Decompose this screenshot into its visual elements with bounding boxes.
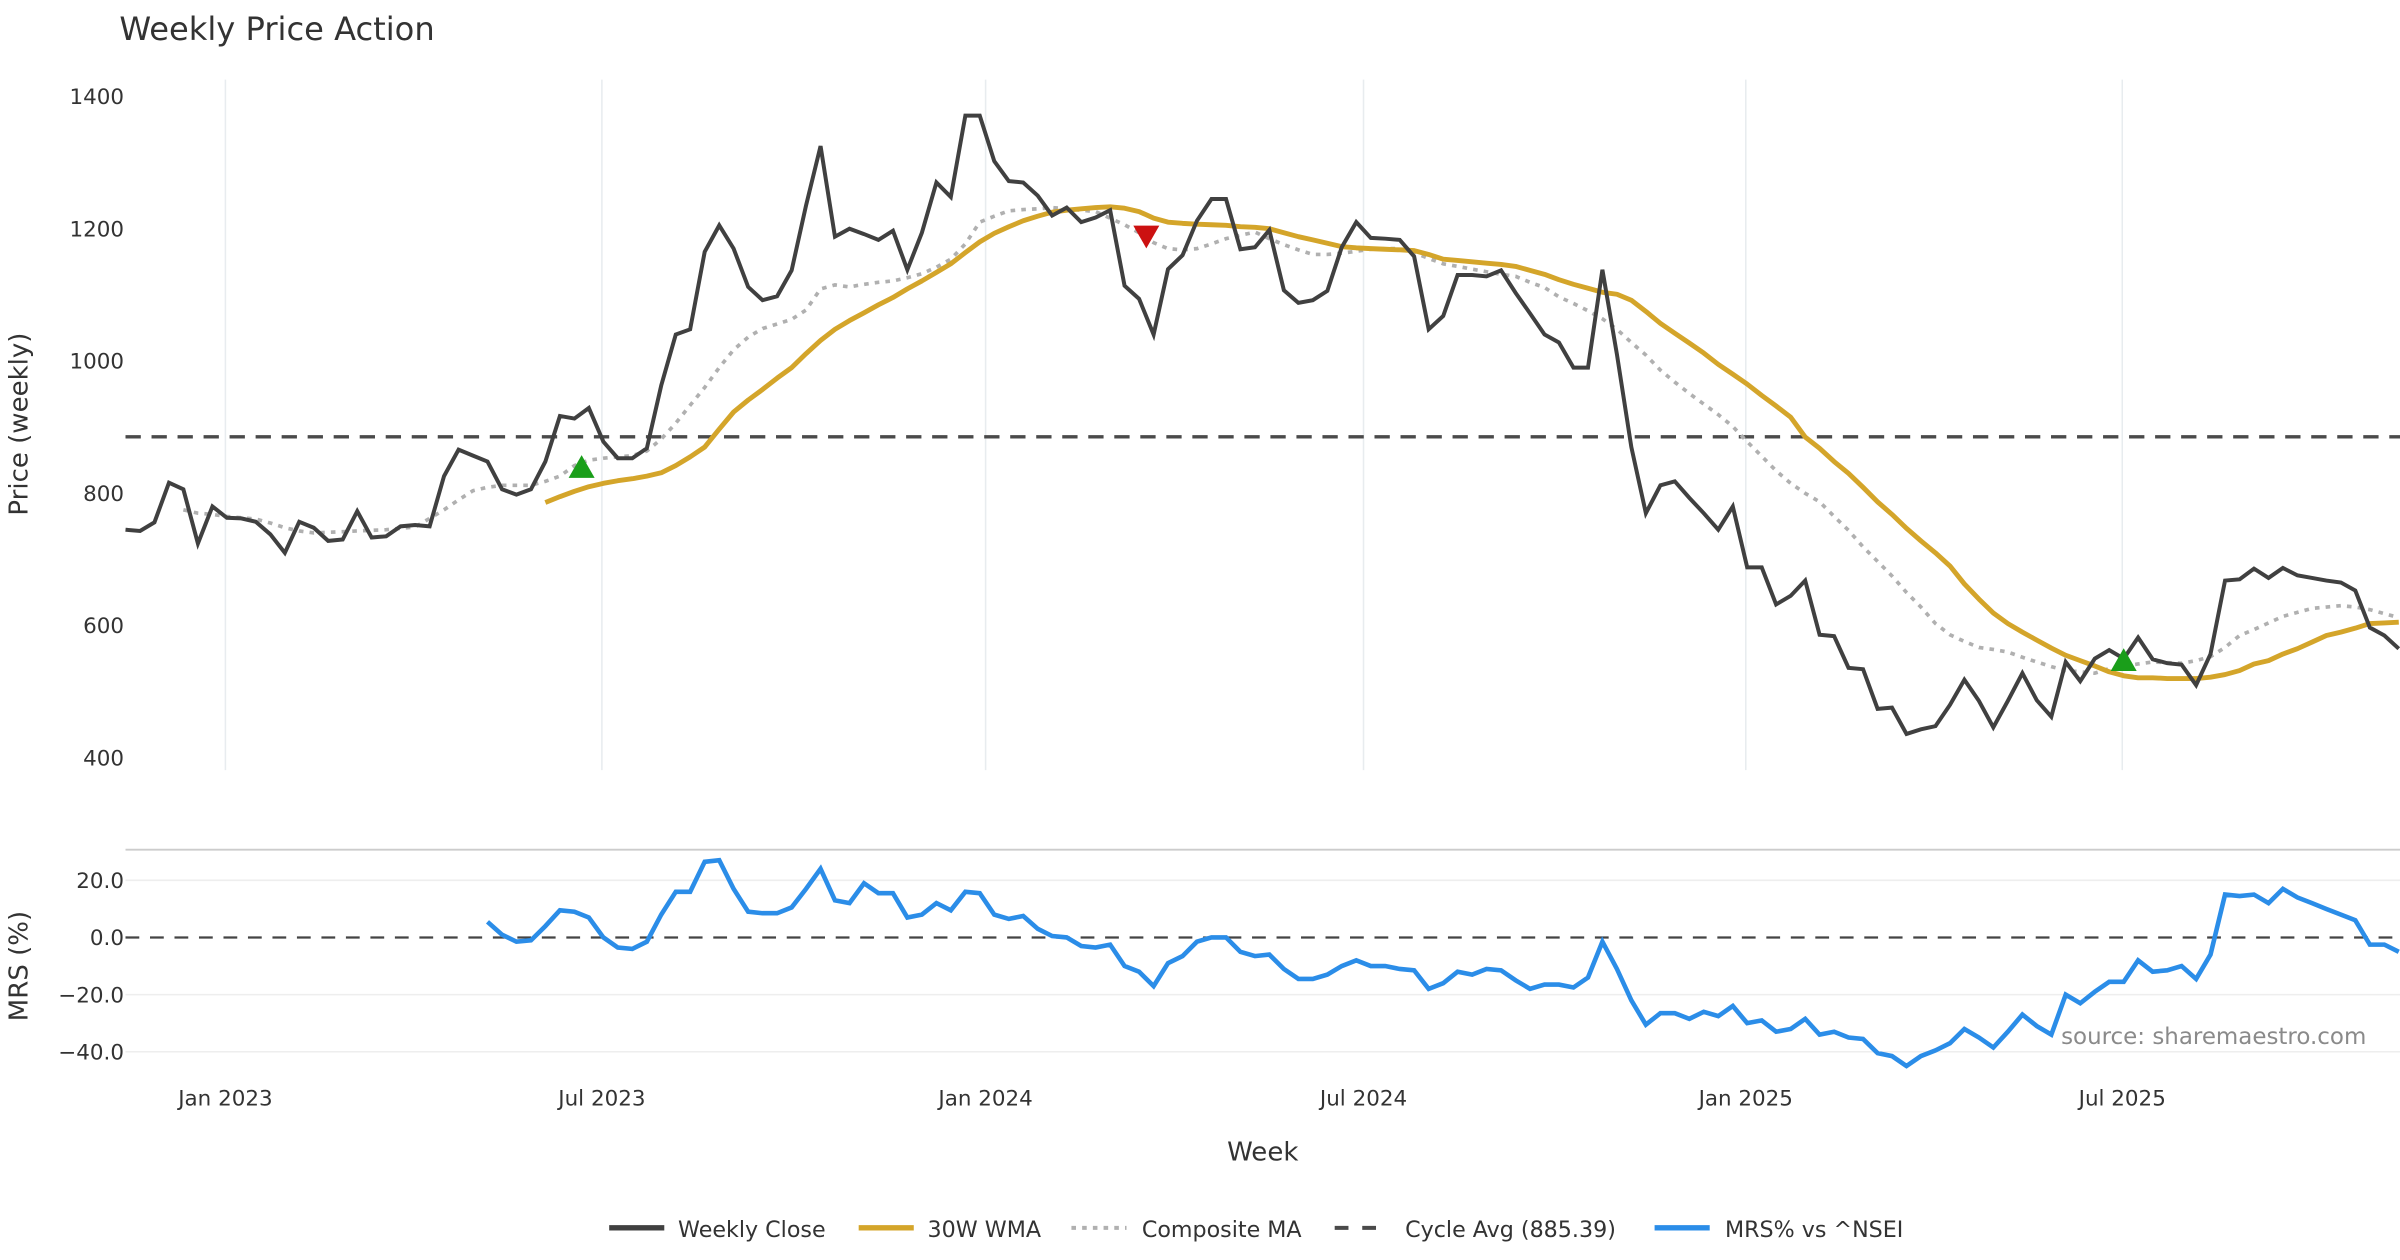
legend-item-composite-ma[interactable]: Composite MA (1071, 1217, 1302, 1243)
y-tick-label: 1200 (69, 217, 124, 242)
mrs-line (485, 857, 2400, 1069)
mrs-y-tick-label: −20.0 (58, 983, 124, 1008)
mrs-y-ticks: 20.0 0.0 −20.0 −40.0 (58, 869, 124, 1065)
y-tick-label: 600 (83, 614, 124, 639)
mrs-gridlines (125, 879, 2400, 1053)
signal-markers (568, 225, 2137, 672)
y-tick-label: 1000 (69, 350, 124, 375)
legend-label: 30W WMA (928, 1217, 1041, 1243)
sell-signal-marker (1133, 225, 1160, 249)
buy-signal-marker (2110, 648, 2137, 672)
price-panel: 1400 1200 1000 800 600 400 Price (weekly… (5, 79, 2400, 771)
y-tick-label: 800 (83, 482, 124, 507)
legend: Weekly Close 30W WMA Composite MA Cycle … (609, 1217, 1903, 1243)
mrs-y-tick-label: −40.0 (58, 1040, 124, 1065)
mrs-panel: 20.0 0.0 −20.0 −40.0 MRS (%) source: sha… (5, 848, 2400, 1069)
x-axis-label: Week (1227, 1137, 1298, 1167)
buy-signal-marker (568, 455, 595, 478)
legend-label: Composite MA (1142, 1217, 1302, 1243)
mrs-y-tick-label: 20.0 (76, 869, 124, 894)
y-tick-label: 400 (83, 746, 124, 771)
legend-item-mrs[interactable]: MRS% vs ^NSEI (1654, 1217, 1904, 1243)
price-y-axis-label: Price (weekly) (5, 333, 35, 516)
x-ticks: Jan 2023 Jul 2023 Jan 2024 Jul 2024 Jan … (176, 1086, 2166, 1111)
x-tick-label: Jan 2023 (176, 1086, 272, 1111)
price-gridlines (224, 79, 2124, 771)
x-tick-label: Jan 2024 (936, 1086, 1032, 1111)
weekly-close-line (125, 113, 2400, 737)
x-tick-label: Jul 2025 (2077, 1086, 2166, 1111)
x-tick-label: Jul 2023 (556, 1086, 645, 1111)
legend-label: Weekly Close (678, 1217, 826, 1243)
mrs-y-tick-label: 0.0 (90, 926, 124, 951)
legend-item-30w-wma[interactable]: 30W WMA (858, 1217, 1041, 1243)
source-label: source: sharemaestro.com (2061, 1024, 2366, 1050)
y-tick-label: 1400 (69, 85, 124, 110)
mrs-y-axis-label: MRS (%) (5, 911, 35, 1021)
price-y-ticks: 1400 1200 1000 800 600 400 (69, 85, 124, 771)
chart-title: Weekly Price Action (119, 10, 434, 48)
legend-item-weekly-close[interactable]: Weekly Close (609, 1217, 826, 1243)
x-tick-label: Jul 2024 (1318, 1086, 1407, 1111)
legend-label: Cycle Avg (885.39) (1405, 1217, 1616, 1243)
x-tick-label: Jan 2025 (1697, 1086, 1793, 1111)
legend-label: MRS% vs ^NSEI (1725, 1217, 1903, 1243)
legend-item-cycle-avg[interactable]: Cycle Avg (885.39) (1334, 1217, 1616, 1243)
